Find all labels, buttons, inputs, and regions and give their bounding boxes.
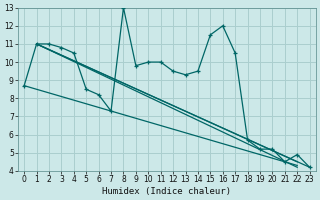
X-axis label: Humidex (Indice chaleur): Humidex (Indice chaleur): [102, 187, 231, 196]
